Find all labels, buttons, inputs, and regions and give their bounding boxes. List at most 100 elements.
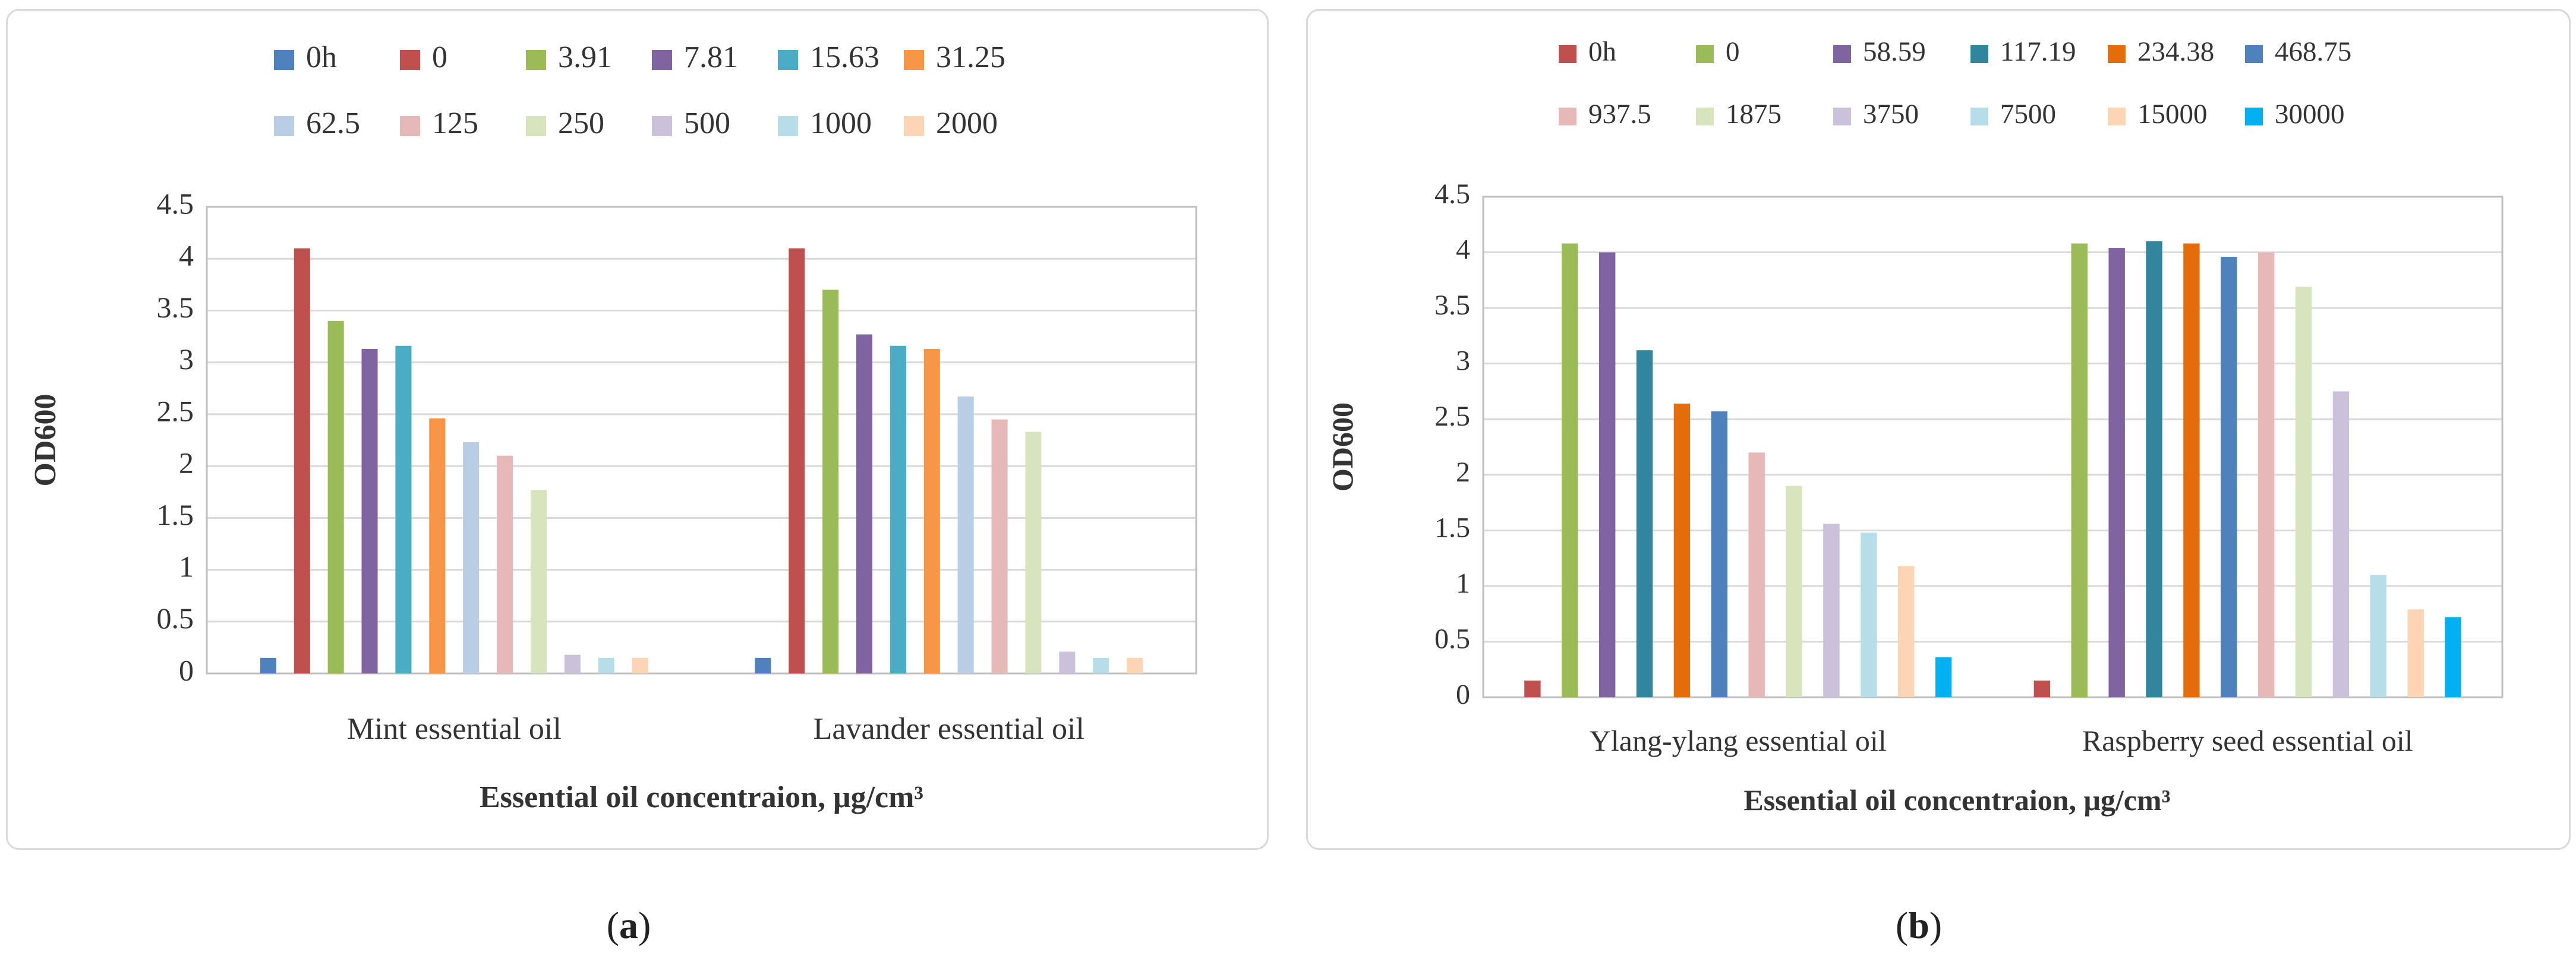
legend-label: 500 xyxy=(684,106,730,140)
bar xyxy=(2146,241,2162,697)
bar xyxy=(2221,257,2237,697)
legend-swatch xyxy=(1696,45,1714,63)
bar xyxy=(2370,575,2387,697)
legend-item: 7.81 xyxy=(652,40,738,74)
legend-label: 0 xyxy=(1726,36,1740,67)
legend-swatch xyxy=(1696,108,1714,125)
legend-item: 125 xyxy=(400,106,478,140)
chart-panel-b: 0h 0 58.59 117.19 234.38 468.75 937.5 1875 3750 7… xyxy=(1306,9,2571,850)
y-tick-label: 3 xyxy=(179,342,194,376)
legend-label: 31.25 xyxy=(936,40,1005,74)
y-tick-label: 4 xyxy=(179,239,194,272)
legend-label: 1000 xyxy=(810,106,872,140)
caption-letter: a xyxy=(619,904,638,946)
legend-label: 30000 xyxy=(2275,99,2345,130)
legend-label: 15.63 xyxy=(810,40,879,74)
legend-label: 58.59 xyxy=(1863,36,1926,67)
y-tick-label: 4.5 xyxy=(1434,178,1470,210)
bar xyxy=(1711,411,1728,697)
legend-swatch xyxy=(652,116,672,136)
y-tick-label: 2.5 xyxy=(157,394,194,427)
plot-area xyxy=(1482,196,2504,698)
caption-b: (b) xyxy=(1895,904,1943,946)
legend-label: 3.91 xyxy=(558,40,612,74)
legend-item: 0 xyxy=(1696,36,1740,67)
bar xyxy=(1898,566,1915,697)
bar xyxy=(1861,533,1877,697)
x-category-label: Lavander essential oil xyxy=(814,712,1084,746)
legend-label: 7.81 xyxy=(684,40,738,74)
legend-item: 62.5 xyxy=(274,106,360,140)
y-tick-label: 4.5 xyxy=(157,187,194,220)
legend-label: 2000 xyxy=(936,106,998,140)
legend-item: 500 xyxy=(652,106,730,140)
bar xyxy=(395,345,412,673)
bar xyxy=(957,396,974,673)
legend-swatch xyxy=(274,50,294,70)
legend-item: 3.91 xyxy=(526,40,612,74)
bar xyxy=(2183,243,2200,697)
legend-item: 15.63 xyxy=(778,40,879,74)
legend-item: 1875 xyxy=(1696,99,1782,130)
legend-swatch xyxy=(1833,45,1851,63)
y-axis-title: OD600 xyxy=(29,394,62,487)
legend-swatch xyxy=(1970,45,1988,63)
y-tick-label: 1.5 xyxy=(157,498,194,531)
bar xyxy=(1524,680,1541,697)
bar xyxy=(497,455,513,673)
bar xyxy=(1673,404,1691,697)
legend-item: 0h xyxy=(1559,36,1616,67)
legend-item: 250 xyxy=(526,106,604,140)
legend-label: 15000 xyxy=(2137,99,2208,130)
legend-label: 234.38 xyxy=(2137,36,2214,67)
legend-item: 31.25 xyxy=(904,40,1005,74)
y-tick-label: 0 xyxy=(179,653,194,687)
legend-swatch xyxy=(904,116,924,136)
bar xyxy=(2295,286,2312,697)
legend-item: 58.59 xyxy=(1833,36,1926,67)
y-tick-label: 3 xyxy=(1456,345,1470,377)
legend-label: 0h xyxy=(306,40,337,74)
bar xyxy=(856,334,873,673)
bar xyxy=(429,418,446,673)
bar xyxy=(1059,651,1076,673)
legend-label: 937.5 xyxy=(1588,99,1651,130)
y-tick-label: 2.5 xyxy=(1434,401,1470,432)
bar xyxy=(1598,252,1616,697)
bar xyxy=(2033,680,2051,697)
legend-swatch xyxy=(526,116,546,136)
y-tick-label: 0.5 xyxy=(157,602,194,635)
legend-swatch xyxy=(2245,108,2263,125)
bar xyxy=(2332,391,2350,697)
bar xyxy=(1935,657,1952,697)
bar xyxy=(822,289,839,673)
y-tick-label: 4 xyxy=(1456,234,1470,266)
bar xyxy=(632,657,648,673)
legend-swatch xyxy=(2245,45,2263,63)
legend-swatch xyxy=(526,50,546,70)
legend-label: 0 xyxy=(432,40,447,74)
x-axis-title: Essential oil concentraion, μg/cm³ xyxy=(1743,783,2170,817)
legend-item: 468.75 xyxy=(2245,36,2351,67)
bar xyxy=(361,348,378,673)
legend-label: 117.19 xyxy=(2000,36,2076,67)
x-axis-title: Essential oil concentraion, μg/cm³ xyxy=(480,780,923,814)
legend-item: 117.19 xyxy=(1970,36,2076,67)
legend-item: 3750 xyxy=(1833,99,1919,130)
plot-area xyxy=(206,206,1197,675)
bar xyxy=(1127,657,1143,673)
y-tick-label: 3.5 xyxy=(157,291,194,324)
legend-swatch xyxy=(652,50,672,70)
legend-swatch xyxy=(778,50,798,70)
y-tick-label: 0 xyxy=(1456,679,1470,710)
y-axis-title: OD600 xyxy=(1326,402,1359,492)
legend-label: 62.5 xyxy=(306,106,360,140)
bar xyxy=(1636,350,1653,697)
legend-label: 0h xyxy=(1588,36,1616,67)
bar xyxy=(2445,617,2461,697)
bar xyxy=(564,654,581,673)
bar xyxy=(1093,657,1109,673)
bar xyxy=(1748,452,1765,697)
legend-item: 30000 xyxy=(2245,99,2345,130)
y-tick-label: 1 xyxy=(1456,568,1470,599)
